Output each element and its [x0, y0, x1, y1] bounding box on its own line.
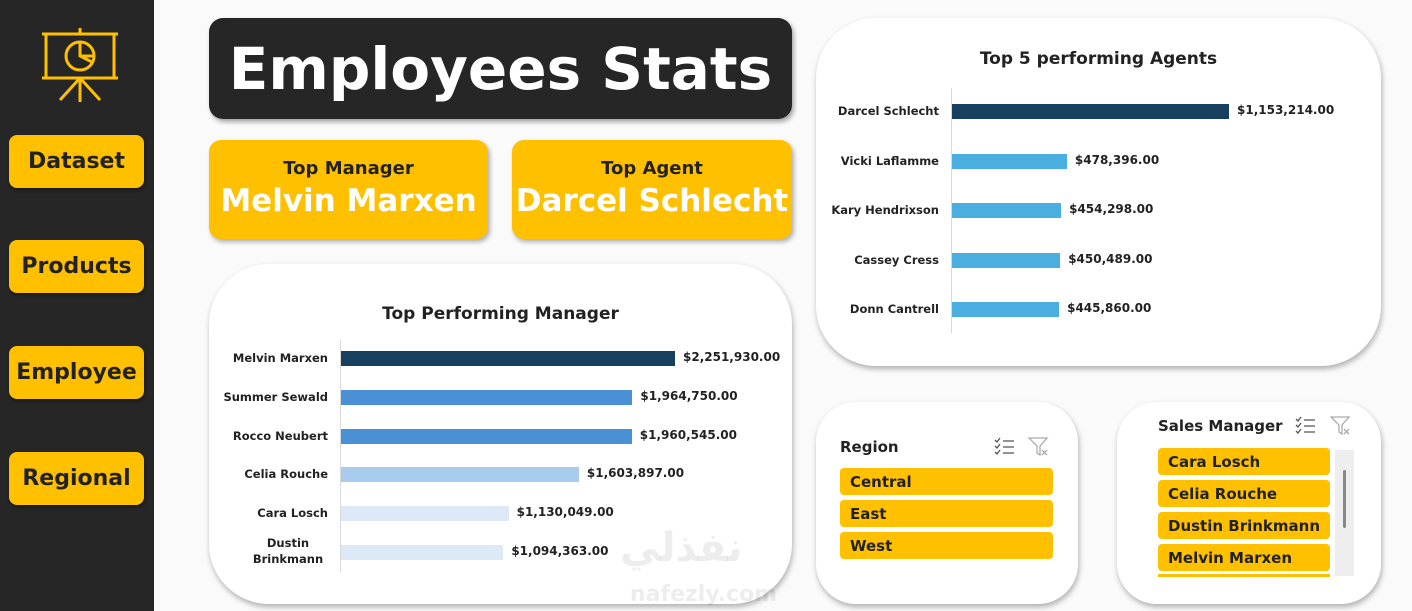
data-label: $1,094,363.00 [511, 544, 609, 558]
region-slicer: Region Central East West [816, 402, 1078, 604]
kpi-label: Top Manager [283, 158, 414, 179]
slicer-item-central[interactable]: Central [840, 468, 1053, 495]
data-label: $1,964,750.00 [640, 388, 738, 403]
nav-regional-button[interactable]: Regional [9, 452, 144, 505]
category-label: Vicki Laflamme [840, 153, 939, 168]
slicer-item-east[interactable]: East [840, 500, 1053, 527]
nav-dataset-button[interactable]: Dataset [9, 135, 144, 188]
watermark: nafezly.com [630, 582, 778, 607]
bar [341, 428, 632, 444]
sales-manager-slicer: Sales Manager Cara Losch Celia Rouche Du… [1117, 402, 1381, 604]
category-label: Dustin Brinkmann [252, 536, 324, 566]
category-label: Kary Hendrixson [831, 203, 939, 217]
category-label: Summer Sewald [223, 389, 328, 404]
data-label: $450,489.00 [1068, 251, 1153, 266]
data-label: $1,153,214.00 [1237, 103, 1335, 117]
scrollbar-thumb[interactable] [1343, 470, 1346, 528]
bar [952, 203, 1062, 218]
clear-filter-icon[interactable] [1330, 416, 1352, 436]
top-manager-card: Top Manager Melvin Marxen [209, 140, 488, 239]
data-label: $1,603,897.00 [586, 466, 685, 481]
kpi-value: Melvin Marxen [220, 183, 477, 219]
chart-axis [951, 88, 952, 333]
slicer-item[interactable]: Melvin Marxen [1158, 544, 1330, 571]
category-label: Donn Cantrell [849, 302, 939, 316]
nav-products-button[interactable]: Products [9, 240, 144, 293]
top-manager-chart: Top Performing Manager Melvin Marxen $2,2… [209, 264, 792, 604]
chart-title: Top Performing Manager [382, 304, 619, 324]
category-label: Rocco Neubert [232, 428, 328, 443]
page-title: Employees Stats [209, 18, 792, 119]
kpi-label: Top Agent [601, 158, 703, 179]
slicer-item-partial [1158, 574, 1330, 577]
data-label: $2,251,930.00 [683, 350, 781, 364]
presentation-pie-chart-icon [42, 28, 118, 102]
bar [341, 351, 675, 366]
bar [341, 506, 509, 522]
top-agent-card: Top Agent Darcel Schlecht [512, 140, 792, 239]
multi-select-icon[interactable] [994, 437, 1016, 457]
clear-filter-icon[interactable] [1028, 437, 1050, 457]
data-label: $478,396.00 [1074, 152, 1160, 167]
watermark: نفذلي [620, 525, 743, 571]
category-label: Melvin Marxen [232, 351, 328, 365]
kpi-value: Darcel Schlecht [515, 183, 789, 219]
bar [952, 302, 1060, 317]
multi-select-icon[interactable] [1295, 416, 1317, 436]
slicer-item[interactable]: Celia Rouche [1158, 480, 1330, 507]
bar [952, 252, 1061, 268]
bar [341, 389, 633, 405]
bar [952, 104, 1229, 119]
slicer-item[interactable]: Dustin Brinkmann [1158, 512, 1330, 539]
slicer-item-west[interactable]: West [840, 532, 1053, 559]
chart-axis [340, 340, 341, 572]
data-label: $1,960,545.00 [639, 427, 737, 442]
category-label: Cassey Cress [854, 252, 939, 267]
scrollbar-track[interactable] [1335, 450, 1354, 576]
slicer-title: Region [840, 438, 899, 456]
category-label: Cara Losch [257, 506, 328, 521]
bar [952, 153, 1067, 169]
data-label: $445,860.00 [1067, 301, 1152, 315]
slicer-item[interactable]: Cara Losch [1158, 448, 1330, 475]
category-label: Celia Rouche [244, 467, 328, 482]
slicer-title: Sales Manager [1158, 417, 1283, 435]
bar [341, 467, 579, 483]
data-label: $454,298.00 [1069, 202, 1154, 216]
sidebar: Dataset Products Employee Regional [0, 0, 154, 611]
chart-title: Top 5 performing Agents [979, 49, 1218, 69]
category-label: Darcel Schlecht [837, 104, 939, 118]
data-label: $1,130,049.00 [516, 505, 614, 520]
bar [341, 545, 504, 560]
nav-employee-button[interactable]: Employee [9, 346, 144, 399]
top-agents-chart: Top 5 performing Agents Darcel Schlecht $… [816, 18, 1381, 366]
